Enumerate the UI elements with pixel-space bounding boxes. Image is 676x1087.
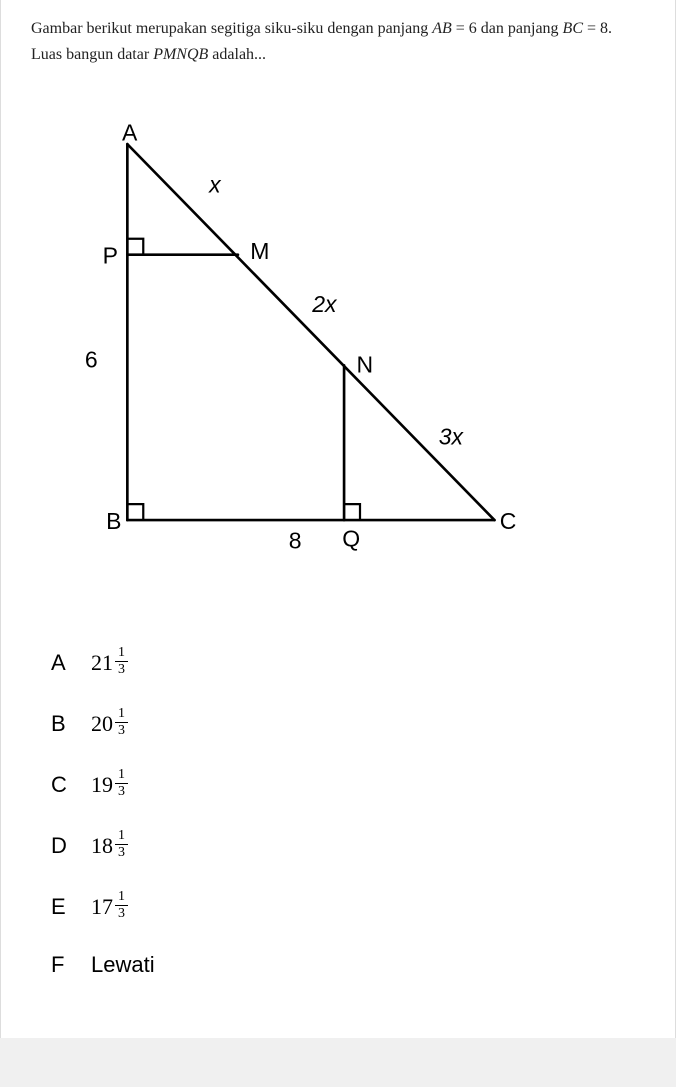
- svg-text:x: x: [208, 172, 222, 198]
- option-value: 19 1 3: [91, 769, 128, 800]
- svg-text:B: B: [106, 508, 121, 534]
- option-letter: A: [51, 650, 91, 676]
- whole-number: 19: [91, 772, 113, 798]
- numerator: 1: [115, 707, 128, 723]
- svg-text:6: 6: [85, 347, 98, 373]
- whole-number: 17: [91, 894, 113, 920]
- var-bc: BC: [563, 20, 583, 37]
- svg-text:C: C: [500, 508, 517, 534]
- denominator: 3: [115, 662, 128, 677]
- svg-text:3x: 3x: [439, 424, 465, 450]
- option-letter: D: [51, 833, 91, 859]
- svg-text:2x: 2x: [311, 291, 338, 317]
- triangle-figure: A B C P M N Q 6 8 x 2x 3x: [61, 97, 521, 607]
- numerator: 1: [115, 829, 128, 845]
- whole-number: 20: [91, 711, 113, 737]
- numerator: 1: [115, 890, 128, 906]
- question-part: 6 dan panjang: [469, 20, 563, 37]
- option-letter: B: [51, 711, 91, 737]
- fraction: 1 3: [115, 890, 128, 921]
- whole-number: 18: [91, 833, 113, 859]
- denominator: 3: [115, 784, 128, 799]
- fraction: 1 3: [115, 829, 128, 860]
- skip-label: Lewati: [91, 952, 155, 978]
- option-letter: F: [51, 952, 91, 978]
- svg-text:N: N: [356, 352, 373, 378]
- question-card: Gambar berikut merupakan segitiga siku-s…: [0, 0, 676, 1038]
- option-c[interactable]: C 19 1 3: [51, 769, 645, 800]
- denominator: 3: [115, 906, 128, 921]
- denominator: 3: [115, 845, 128, 860]
- option-e[interactable]: E 17 1 3: [51, 891, 645, 922]
- option-value: 21 1 3: [91, 647, 128, 678]
- option-value: 18 1 3: [91, 830, 128, 861]
- svg-text:8: 8: [289, 528, 302, 554]
- numerator: 1: [115, 768, 128, 784]
- triangle-svg: A B C P M N Q 6 8 x 2x 3x: [61, 97, 521, 607]
- option-value: 20 1 3: [91, 708, 128, 739]
- fraction: 1 3: [115, 768, 128, 799]
- fraction: 1 3: [115, 707, 128, 738]
- denominator: 3: [115, 723, 128, 738]
- option-a[interactable]: A 21 1 3: [51, 647, 645, 678]
- whole-number: 21: [91, 650, 113, 676]
- option-letter: C: [51, 772, 91, 798]
- svg-text:Q: Q: [342, 526, 360, 552]
- fraction: 1 3: [115, 646, 128, 677]
- option-f-skip[interactable]: F Lewati: [51, 952, 645, 978]
- option-d[interactable]: D 18 1 3: [51, 830, 645, 861]
- svg-text:M: M: [250, 238, 269, 264]
- var-ab: AB: [432, 20, 452, 37]
- question-text: Gambar berikut merupakan segitiga siku-s…: [31, 16, 645, 67]
- question-part: Gambar berikut merupakan segitiga siku-s…: [31, 20, 432, 37]
- option-value: 17 1 3: [91, 891, 128, 922]
- option-letter: E: [51, 894, 91, 920]
- numerator: 1: [115, 646, 128, 662]
- question-part: =: [452, 20, 469, 37]
- option-b[interactable]: B 20 1 3: [51, 708, 645, 739]
- var-pmnqb: PMNQB: [153, 46, 208, 63]
- question-part: adalah...: [208, 46, 266, 63]
- options-list: A 21 1 3 B 20 1 3 C 19: [51, 647, 645, 978]
- svg-text:P: P: [103, 243, 118, 269]
- svg-text:A: A: [122, 120, 138, 146]
